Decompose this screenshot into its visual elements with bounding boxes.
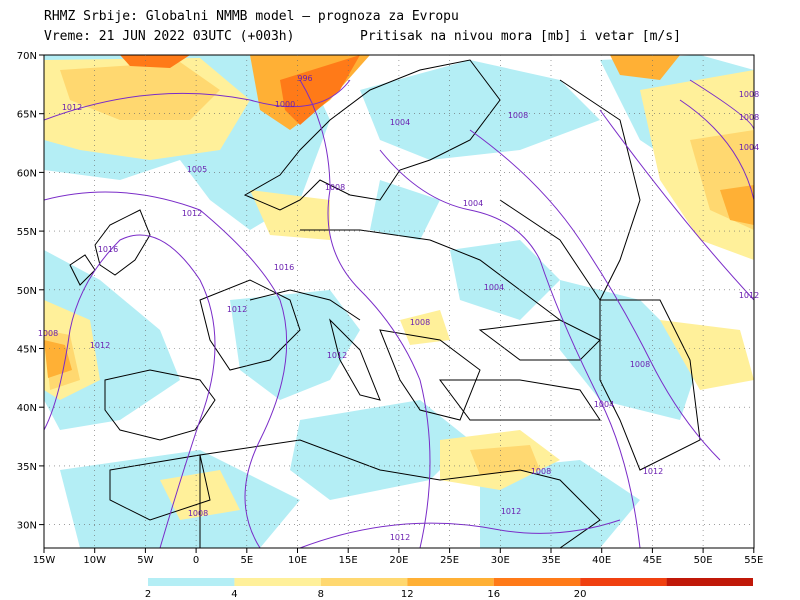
isobar-label: 1004 bbox=[463, 199, 483, 208]
lon-label: 0 bbox=[193, 555, 199, 566]
isobar-label: 996 bbox=[297, 74, 312, 83]
isobar-label: 1008 bbox=[508, 111, 528, 120]
legend-label: 12 bbox=[401, 589, 414, 600]
lon-label: 5E bbox=[240, 555, 253, 566]
legend-label: 20 bbox=[574, 589, 587, 600]
isobar-label: 1008 bbox=[739, 90, 759, 99]
isobar-label: 1016 bbox=[274, 263, 294, 272]
legend-swatch bbox=[320, 578, 408, 586]
lat-label: 35N bbox=[17, 462, 37, 473]
latitude-ticks: 70N 65N 60N 55N 50N 45N 40N 35N 30N bbox=[17, 51, 44, 532]
lon-label: 5W bbox=[137, 555, 153, 566]
longitude-ticks: 15W 10W 5W 0 5E 10E 15E 20E 25E 30E 35E 40E 45E 50E 55… bbox=[33, 548, 763, 566]
lat-label: 45N bbox=[17, 345, 37, 356]
lon-label: 10E bbox=[288, 555, 307, 566]
isobar-label: 1012 bbox=[501, 507, 521, 516]
isobar-label: 1012 bbox=[90, 341, 110, 350]
isobar-label: 1000 bbox=[275, 100, 295, 109]
lon-label: 15E bbox=[339, 555, 358, 566]
legend-label: 16 bbox=[487, 589, 500, 600]
isobar-labels: 996 1000 1004 1008 1012 1005 1012 1008 1004 1016 1… bbox=[38, 74, 759, 542]
lon-label: 20E bbox=[389, 555, 408, 566]
lon-label: 45E bbox=[643, 555, 662, 566]
legend-label: 8 bbox=[318, 589, 324, 600]
isobar-label: 1004 bbox=[390, 118, 410, 127]
legend-swatch bbox=[407, 578, 494, 586]
isobar-label: 1016 bbox=[98, 245, 118, 254]
legend-swatch bbox=[234, 578, 321, 586]
isobar-label: 1008 bbox=[531, 467, 551, 476]
lon-label: 40E bbox=[592, 555, 611, 566]
lat-label: 40N bbox=[17, 403, 37, 414]
lon-label: 35E bbox=[541, 555, 560, 566]
lat-label: 30N bbox=[17, 521, 37, 532]
legend-label: 2 bbox=[145, 589, 151, 600]
map-title: RHMZ Srbije: Globalni NMMB model — progn… bbox=[44, 9, 459, 24]
lat-label: 70N bbox=[17, 51, 37, 62]
isobar-label: 1005 bbox=[187, 165, 207, 174]
isobar-label: 1012 bbox=[643, 467, 663, 476]
legend-swatch bbox=[493, 578, 581, 586]
lon-label: 55E bbox=[744, 555, 763, 566]
forecast-time: Vreme: 21 JUN 2022 03UTC (+003h) bbox=[44, 29, 295, 44]
isobar-label: 1012 bbox=[62, 103, 82, 112]
isobar-label: 1012 bbox=[390, 533, 410, 542]
lat-label: 55N bbox=[17, 227, 37, 238]
isobar-label: 1004 bbox=[484, 283, 504, 292]
isobar-label: 1008 bbox=[630, 360, 650, 369]
legend-swatch bbox=[148, 578, 235, 586]
legend-label: 4 bbox=[231, 589, 237, 600]
legend-swatch bbox=[666, 578, 753, 586]
lat-label: 60N bbox=[17, 168, 37, 179]
isobar-label: 1012 bbox=[327, 351, 347, 360]
coastlines bbox=[69, 59, 701, 548]
lat-label: 65N bbox=[17, 110, 37, 121]
lon-label: 10W bbox=[83, 555, 106, 566]
isobar-label: 1008 bbox=[410, 318, 430, 327]
legend-swatch bbox=[580, 578, 667, 586]
isobar-label: 1008 bbox=[188, 509, 208, 518]
graticule bbox=[44, 55, 754, 548]
isobar-label: 1008 bbox=[38, 329, 58, 338]
isobar-label: 1008 bbox=[739, 113, 759, 122]
lon-label: 15W bbox=[33, 555, 56, 566]
wind-speed-legend: 2 4 8 12 16 20 bbox=[145, 578, 753, 600]
lat-label: 50N bbox=[17, 286, 37, 297]
lon-label: 25E bbox=[440, 555, 459, 566]
isobar-label: 1008 bbox=[325, 183, 345, 192]
isobar-label: 1012 bbox=[739, 291, 759, 300]
isobar-label: 1004 bbox=[739, 143, 759, 152]
lon-label: 50E bbox=[694, 555, 713, 566]
isobar-label: 1012 bbox=[182, 209, 202, 218]
lon-label: 30E bbox=[491, 555, 510, 566]
isobar-label: 1012 bbox=[227, 305, 247, 314]
isobar-label: 1004 bbox=[594, 400, 614, 409]
field-description: Pritisak na nivou mora [mb] i vetar [m/s… bbox=[360, 29, 681, 44]
